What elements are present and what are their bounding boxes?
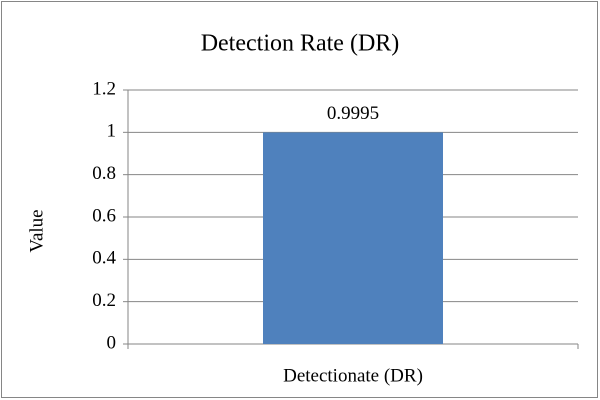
y-tick-label: 0.2 xyxy=(92,290,116,311)
x-tick-label: Detectionate (DR) xyxy=(283,365,423,386)
y-tick-label: 0.8 xyxy=(92,163,116,184)
y-tick-label: 1 xyxy=(107,121,117,142)
bar xyxy=(263,132,443,344)
y-tick-label: 0.6 xyxy=(92,205,116,226)
chart-title: Detection Rate (DR) xyxy=(201,31,400,57)
y-tick-label: 0 xyxy=(107,332,117,353)
data-label: 0.9995 xyxy=(327,103,379,124)
y-axis-label: Value xyxy=(26,209,47,252)
y-tick-label: 1.2 xyxy=(92,78,116,99)
y-tick-label: 0.4 xyxy=(92,248,116,269)
